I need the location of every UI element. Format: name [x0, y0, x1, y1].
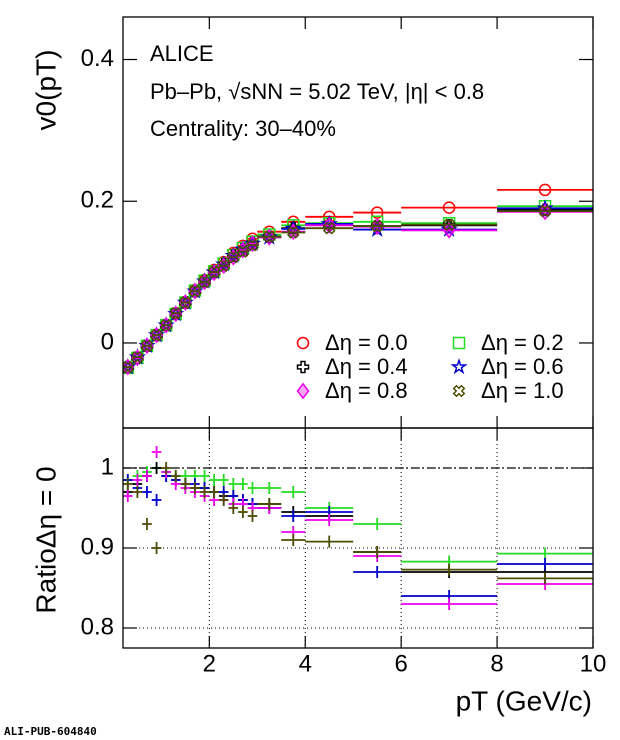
legend-label: Δη = 0.4	[325, 354, 408, 379]
y-tick-label: 0	[101, 328, 114, 355]
annotation: Pb–Pb, √sNN = 5.02 TeV, |η| < 0.8	[150, 79, 484, 104]
legend-marker	[450, 357, 468, 375]
legend-marker	[296, 360, 310, 374]
annotation: ALICE	[150, 41, 214, 66]
x-axis-label: pT (GeV/c)	[456, 685, 592, 716]
marker	[286, 226, 300, 239]
footer: ALI-PUB-604840	[4, 725, 97, 738]
y-tick-label: 1	[101, 453, 114, 480]
marker	[442, 201, 456, 214]
legend-label: Δη = 0.6	[481, 354, 564, 379]
marker	[538, 204, 552, 218]
legend-marker	[452, 336, 466, 350]
marker	[150, 328, 163, 342]
y-axis-label: RatioΔη = 0	[30, 466, 61, 613]
marker	[246, 238, 259, 252]
frame	[122, 427, 594, 649]
legend-label: Δη = 0.2	[481, 330, 564, 355]
annotation: Centrality: 30–40%	[150, 116, 336, 141]
marker	[179, 296, 192, 309]
legend-label: Δη = 1.0	[481, 378, 564, 403]
legend-marker	[296, 336, 310, 350]
x-tick-label: 8	[490, 650, 503, 677]
marker	[226, 250, 240, 264]
legend-marker	[296, 382, 310, 400]
marker	[442, 218, 456, 231]
y-tick-label: 0.9	[81, 533, 114, 560]
x-tick-label: 6	[394, 650, 407, 677]
marker	[217, 259, 231, 273]
marker	[322, 221, 336, 235]
y-axis-label: v0(pT)	[30, 50, 61, 131]
marker	[131, 350, 144, 364]
legend-label: Δη = 0.8	[325, 378, 408, 403]
plot-area	[123, 183, 593, 376]
y-tick-label: 0.4	[81, 45, 114, 72]
x-tick-label: 4	[299, 650, 312, 677]
marker	[140, 339, 154, 353]
marker	[370, 219, 384, 233]
marker	[188, 284, 202, 298]
x-tick-label: 2	[203, 650, 216, 677]
y-tick-label: 0.8	[81, 613, 114, 640]
marker	[370, 206, 384, 219]
x-tick-label: 10	[580, 650, 607, 677]
marker	[236, 245, 250, 258]
marker	[262, 230, 276, 243]
y-tick-label: 0.2	[81, 187, 114, 214]
marker	[198, 275, 211, 289]
plot-area	[123, 428, 593, 648]
marker	[169, 306, 183, 320]
legend-label: Δη = 0.0	[325, 330, 408, 355]
legend-marker	[452, 384, 466, 398]
marker	[159, 318, 173, 332]
marker	[207, 265, 221, 279]
marker	[123, 360, 135, 374]
marker	[538, 183, 552, 197]
